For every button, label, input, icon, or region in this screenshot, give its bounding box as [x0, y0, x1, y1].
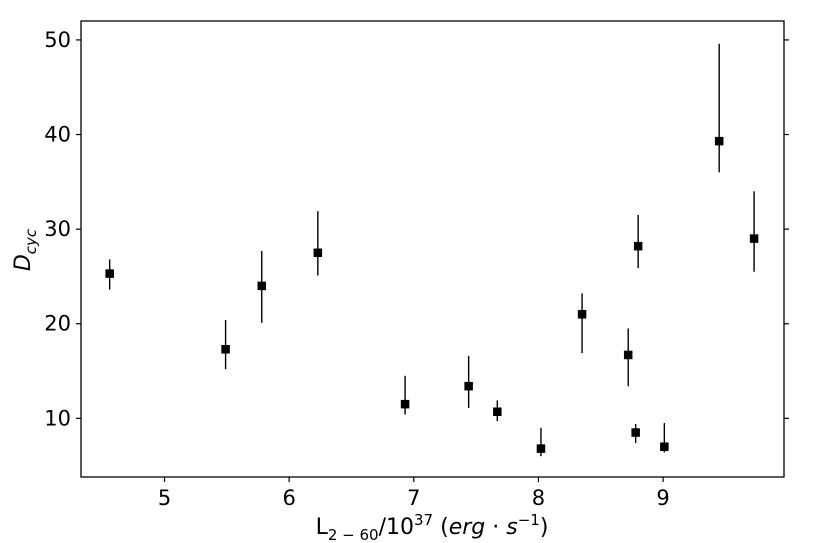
- plot-frame: [80, 20, 785, 478]
- y-tick-label: 10: [44, 406, 71, 430]
- x-tick-label: 6: [282, 486, 295, 510]
- y-axis-label: Dcyc: [11, 228, 40, 271]
- data-point: [577, 310, 587, 319]
- data-point: [105, 269, 114, 278]
- data-point: [714, 136, 724, 146]
- data-point: [660, 442, 669, 451]
- axis-ticks: 5 6 7 8 9 10 20 30 40 50: [44, 28, 789, 510]
- y-tick-label: 40: [44, 123, 71, 147]
- x-tick-label: 5: [158, 486, 171, 510]
- data-points: [105, 43, 759, 457]
- x-tick-label: 7: [407, 486, 420, 510]
- data-point: [464, 381, 473, 391]
- data-point: [633, 241, 643, 251]
- y-tick-label: 20: [44, 312, 71, 336]
- data-point: [400, 399, 410, 409]
- data-point: [631, 428, 640, 437]
- x-axis-label: L2 − 60/1037 (erg · s−1): [316, 511, 549, 543]
- y-tick-label: 30: [44, 217, 71, 241]
- data-point: [257, 281, 266, 291]
- x-tick-label: 9: [656, 486, 669, 510]
- data-point: [221, 345, 230, 354]
- data-point: [749, 234, 759, 243]
- data-point: [313, 248, 323, 258]
- data-point: [623, 350, 633, 360]
- x-tick-label: 8: [532, 486, 545, 510]
- data-point: [493, 407, 502, 416]
- data-point: [536, 444, 546, 453]
- y-tick-label: 50: [44, 28, 71, 52]
